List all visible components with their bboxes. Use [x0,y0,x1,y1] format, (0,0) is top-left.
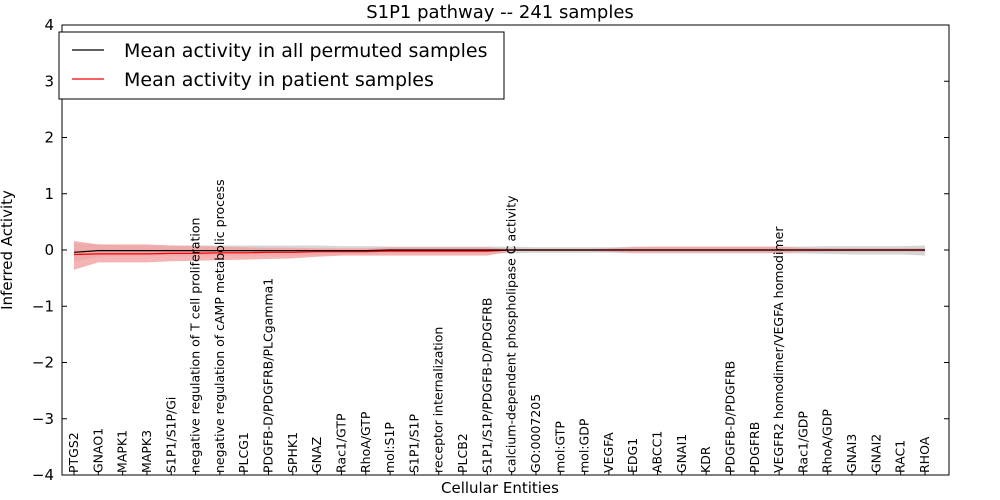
category-label: RHOA [917,436,932,473]
category-label: negative regulation of T cell proliferat… [188,218,203,473]
category-label: GNAI2 [868,434,883,473]
y-tick-label: 1 [44,185,54,203]
category-label: Rac1/GTP [334,413,349,473]
category-label: VEGFR2 homodimer/VEGFA homodimer [771,226,786,473]
legend-label-permuted: Mean activity in all permuted samples [124,40,487,62]
category-label: negative regulation of cAMP metabolic pr… [212,179,227,473]
category-label: receptor internalization [431,327,446,473]
category-label: calcium-dependent phospholipase C activi… [504,195,519,473]
x-axis-label: Cellular Entities [441,479,559,497]
patient-band [74,241,925,270]
category-label: GNAZ [309,437,324,473]
category-label: GNAI3 [844,434,859,473]
category-label: MAPK3 [139,430,154,473]
category-label: PTGS2 [66,432,81,473]
legend: Mean activity in all permuted samples Me… [58,31,505,100]
category-label: RhoA/GTP [358,411,373,473]
category-label: mol:S1P [382,422,397,473]
plot-area [73,241,925,270]
category-label: S1P1/S1P/Gi [163,397,178,473]
y-tick-label: −4 [32,466,54,484]
category-label: GO:0007205 [528,394,543,473]
chart-title: S1P1 pathway -- 241 samples [366,2,634,23]
category-label: PLCB2 [455,433,470,473]
category-label: S1P1/S1P/PDGFB-D/PDGFRB [479,298,494,474]
category-label: Rac1/GDP [795,411,810,473]
category-label: RhoA/GDP [820,409,835,473]
category-label: VEGFA [601,432,616,473]
category-label: EDG1 [625,438,640,473]
y-tick-label: 2 [44,129,54,147]
category-label: PDGFB-D/PDGFRB/PLCgamma1 [261,278,276,473]
category-label: PDGFRB [747,422,762,473]
category-label: PLCG1 [236,432,251,473]
y-axis: 4 3 2 1 0 −1 −2 −3 −4 [32,16,949,484]
y-tick-label: −2 [32,354,54,372]
legend-box [58,31,505,100]
category-label: PDGFB-D/PDGFRB [723,361,738,473]
category-label: GNAO1 [90,428,105,473]
category-label: S1P1/S1P [406,414,421,473]
permuted-mean-line [73,249,925,253]
y-tick-label: −3 [32,410,54,428]
category-label: GNAI1 [674,434,689,473]
category-label: mol:GTP [552,421,567,473]
category-label: mol:GDP [577,418,592,473]
category-label: MAPK1 [115,430,130,473]
category-label: ABCC1 [650,431,665,473]
y-tick-label: 3 [44,72,54,90]
legend-label-patient: Mean activity in patient samples [124,69,434,91]
y-axis-label: Inferred Activity [0,190,16,310]
category-label: KDR [698,446,713,473]
x-axis-categories: PTGS2 GNAO1 MAPK1 MAPK3 S1P1/S1P/Gi negative … [66,179,932,475]
y-tick-label: 0 [44,241,54,259]
y-tick-label: 4 [44,16,54,34]
category-label: RAC1 [893,440,908,473]
y-tick-label: −1 [32,297,54,315]
category-label: SPHK1 [285,432,300,473]
